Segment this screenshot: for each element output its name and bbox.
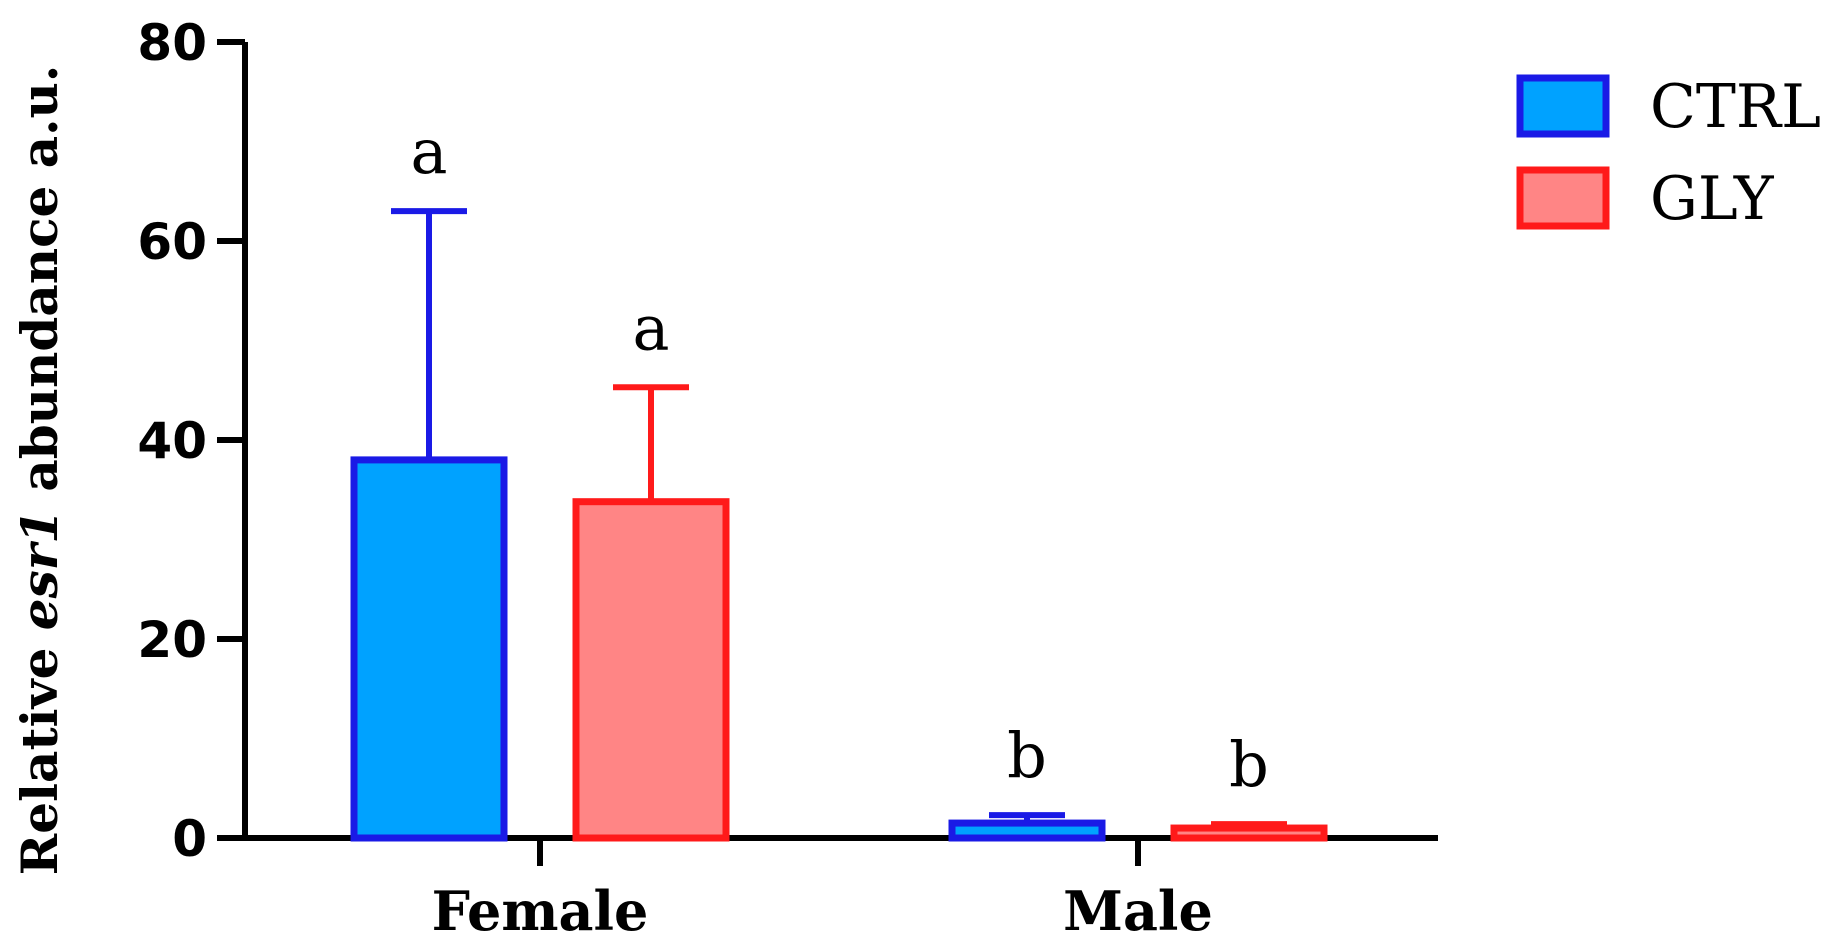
y-axis-label-gene: esr1 <box>10 509 69 630</box>
x-tick-label: Female <box>432 879 649 943</box>
bar <box>948 819 1106 842</box>
y-tick-label: 20 <box>137 611 207 669</box>
y-axis-label-suffix: abundance a.u. <box>10 65 69 509</box>
y-axis-label-prefix: Relative <box>10 630 69 875</box>
significance-label: b <box>1007 719 1047 792</box>
y-tick-label: 40 <box>137 412 207 470</box>
bar <box>1170 824 1328 842</box>
legend-swatch <box>1516 166 1610 230</box>
axes: 0 20 40 60 80 Female Male <box>137 14 1438 943</box>
significance-label: a <box>411 115 448 188</box>
x-tick-label: Male <box>1063 879 1213 943</box>
svg-text:Relative esr1 abundance a.u.: Relative esr1 abundance a.u. <box>10 65 69 876</box>
bar-group: a <box>350 115 508 842</box>
legend: CTRL GLY <box>1516 72 1821 234</box>
y-axis-label: Relative esr1 abundance a.u. <box>10 65 69 876</box>
y-tick-label: 60 <box>137 213 207 271</box>
legend-label: GLY <box>1650 164 1775 234</box>
bars: a a b b <box>350 115 1328 842</box>
bar <box>572 498 730 842</box>
y-tick-label: 80 <box>137 14 207 72</box>
legend-swatch <box>1516 74 1610 138</box>
bar <box>350 456 508 842</box>
bar-group: b <box>948 719 1106 842</box>
significance-label: a <box>633 291 670 364</box>
y-tick-label: 0 <box>172 810 207 868</box>
significance-label: b <box>1229 728 1269 801</box>
bar-group: b <box>1170 728 1328 842</box>
legend-label: CTRL <box>1650 72 1821 142</box>
bar-group: a <box>572 291 730 842</box>
